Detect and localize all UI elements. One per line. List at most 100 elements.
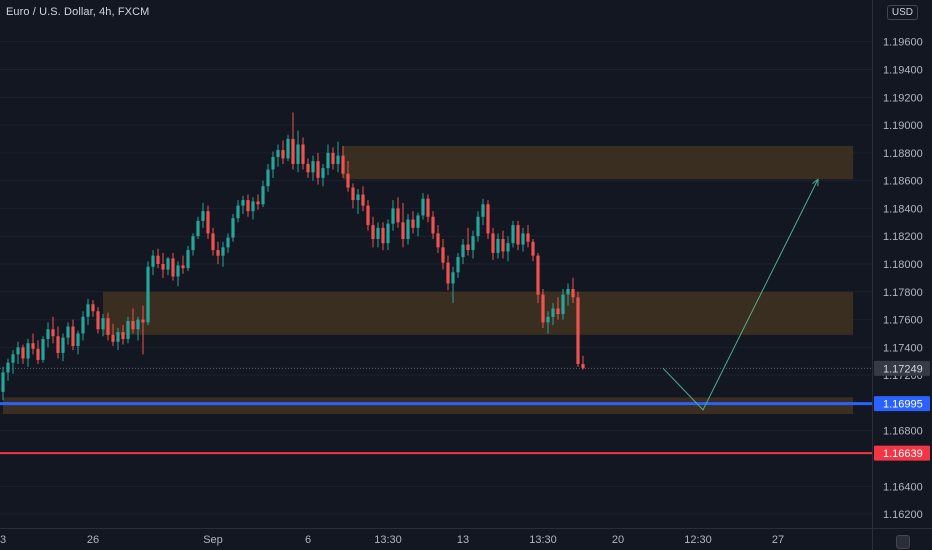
candle <box>51 316 55 344</box>
time-axis[interactable]: 3 26 Sep 6 13:30 13 13:30 20 12:30 27 <box>0 528 932 547</box>
candle-body <box>356 194 360 201</box>
candle-body <box>196 220 200 237</box>
candle <box>401 202 405 248</box>
candle-body <box>451 272 455 284</box>
candle <box>6 358 10 381</box>
candle-body <box>311 161 315 173</box>
candle-body <box>136 319 140 330</box>
candle <box>301 137 305 170</box>
candle <box>61 333 65 362</box>
candle-body <box>141 319 145 323</box>
candle <box>11 350 15 374</box>
price-tick-label: 1.17600 <box>883 315 923 327</box>
candle <box>296 130 300 173</box>
price-zone <box>3 397 853 415</box>
price-tick-label: 1.18000 <box>883 259 923 271</box>
time-tick-label: 13:30 <box>529 534 557 546</box>
time-tick-label: 20 <box>612 534 624 546</box>
candle <box>521 227 525 252</box>
candle <box>116 327 120 351</box>
candle-body <box>101 318 105 330</box>
candle <box>426 194 430 223</box>
candle-body <box>186 250 190 269</box>
candle <box>136 316 140 341</box>
candle-body <box>96 311 100 330</box>
candle-body <box>111 334 115 342</box>
candle <box>201 202 205 228</box>
price-tick-label: 1.19600 <box>883 37 923 49</box>
candle <box>311 155 315 181</box>
candle <box>506 236 510 262</box>
candle-body <box>536 255 540 295</box>
candle-body <box>201 211 205 221</box>
candle <box>161 252 165 278</box>
candle <box>366 200 370 231</box>
candle <box>196 216 200 239</box>
candle <box>81 311 85 341</box>
price-axis[interactable]: 1.19600 1.19400 1.19200 1.19000 1.18800 1.186… <box>872 0 932 550</box>
candle-body <box>236 205 240 219</box>
candle <box>121 325 125 345</box>
candle <box>16 341 20 365</box>
candle-body <box>86 304 90 317</box>
horizontal-price-lines[interactable] <box>0 367 872 455</box>
settings-corner-icon[interactable] <box>896 535 910 549</box>
candle <box>176 261 180 287</box>
time-tick-label: 13 <box>457 534 469 546</box>
candle-body <box>466 244 470 251</box>
candle <box>236 200 240 223</box>
candle-body <box>491 233 495 253</box>
candle <box>546 311 550 334</box>
chart-grid <box>0 41 872 515</box>
candle <box>31 333 35 355</box>
candle-body <box>376 227 380 239</box>
candle <box>496 233 500 259</box>
candle-body <box>156 255 160 264</box>
candle <box>316 152 320 185</box>
candle-body <box>461 244 465 258</box>
candle-body <box>301 144 305 164</box>
candle <box>71 319 75 351</box>
candle-body <box>276 150 280 158</box>
candle-body <box>511 225 515 244</box>
candle-body <box>231 218 235 238</box>
candle-body <box>146 266 150 323</box>
candle <box>166 257 170 276</box>
current-price-badge-bg <box>874 360 930 376</box>
candle-body <box>221 247 225 256</box>
candle <box>111 323 115 346</box>
candle-body <box>51 329 55 337</box>
candle-body <box>36 348 40 360</box>
candle <box>26 339 30 367</box>
candle <box>66 322 70 345</box>
candle <box>276 144 280 167</box>
candle-body <box>31 343 35 349</box>
candle-body <box>441 247 445 263</box>
candle-body <box>371 225 375 239</box>
candle <box>411 211 415 234</box>
time-tick-label: 13:30 <box>374 534 402 546</box>
candle <box>231 213 235 242</box>
candle-body <box>46 329 50 340</box>
candle <box>226 233 230 253</box>
price-tick-label: 1.17400 <box>883 342 923 354</box>
price-axis-panel <box>872 0 932 550</box>
price-tick-label: 1.19200 <box>883 92 923 104</box>
candle-body <box>351 187 355 201</box>
candle-body <box>246 200 250 212</box>
currency-button[interactable]: USD <box>886 5 918 20</box>
candle <box>266 163 270 192</box>
candle <box>441 238 445 270</box>
time-tick-label: 12:30 <box>684 534 712 546</box>
candle-body <box>416 215 420 228</box>
candle <box>571 277 575 303</box>
projection-arrow[interactable] <box>662 178 819 411</box>
candle <box>246 194 250 217</box>
candle-body <box>296 144 300 164</box>
candle <box>561 289 565 320</box>
candle <box>446 255 450 291</box>
candle-body <box>541 294 545 323</box>
candle <box>106 312 110 341</box>
candle-body <box>446 262 450 284</box>
